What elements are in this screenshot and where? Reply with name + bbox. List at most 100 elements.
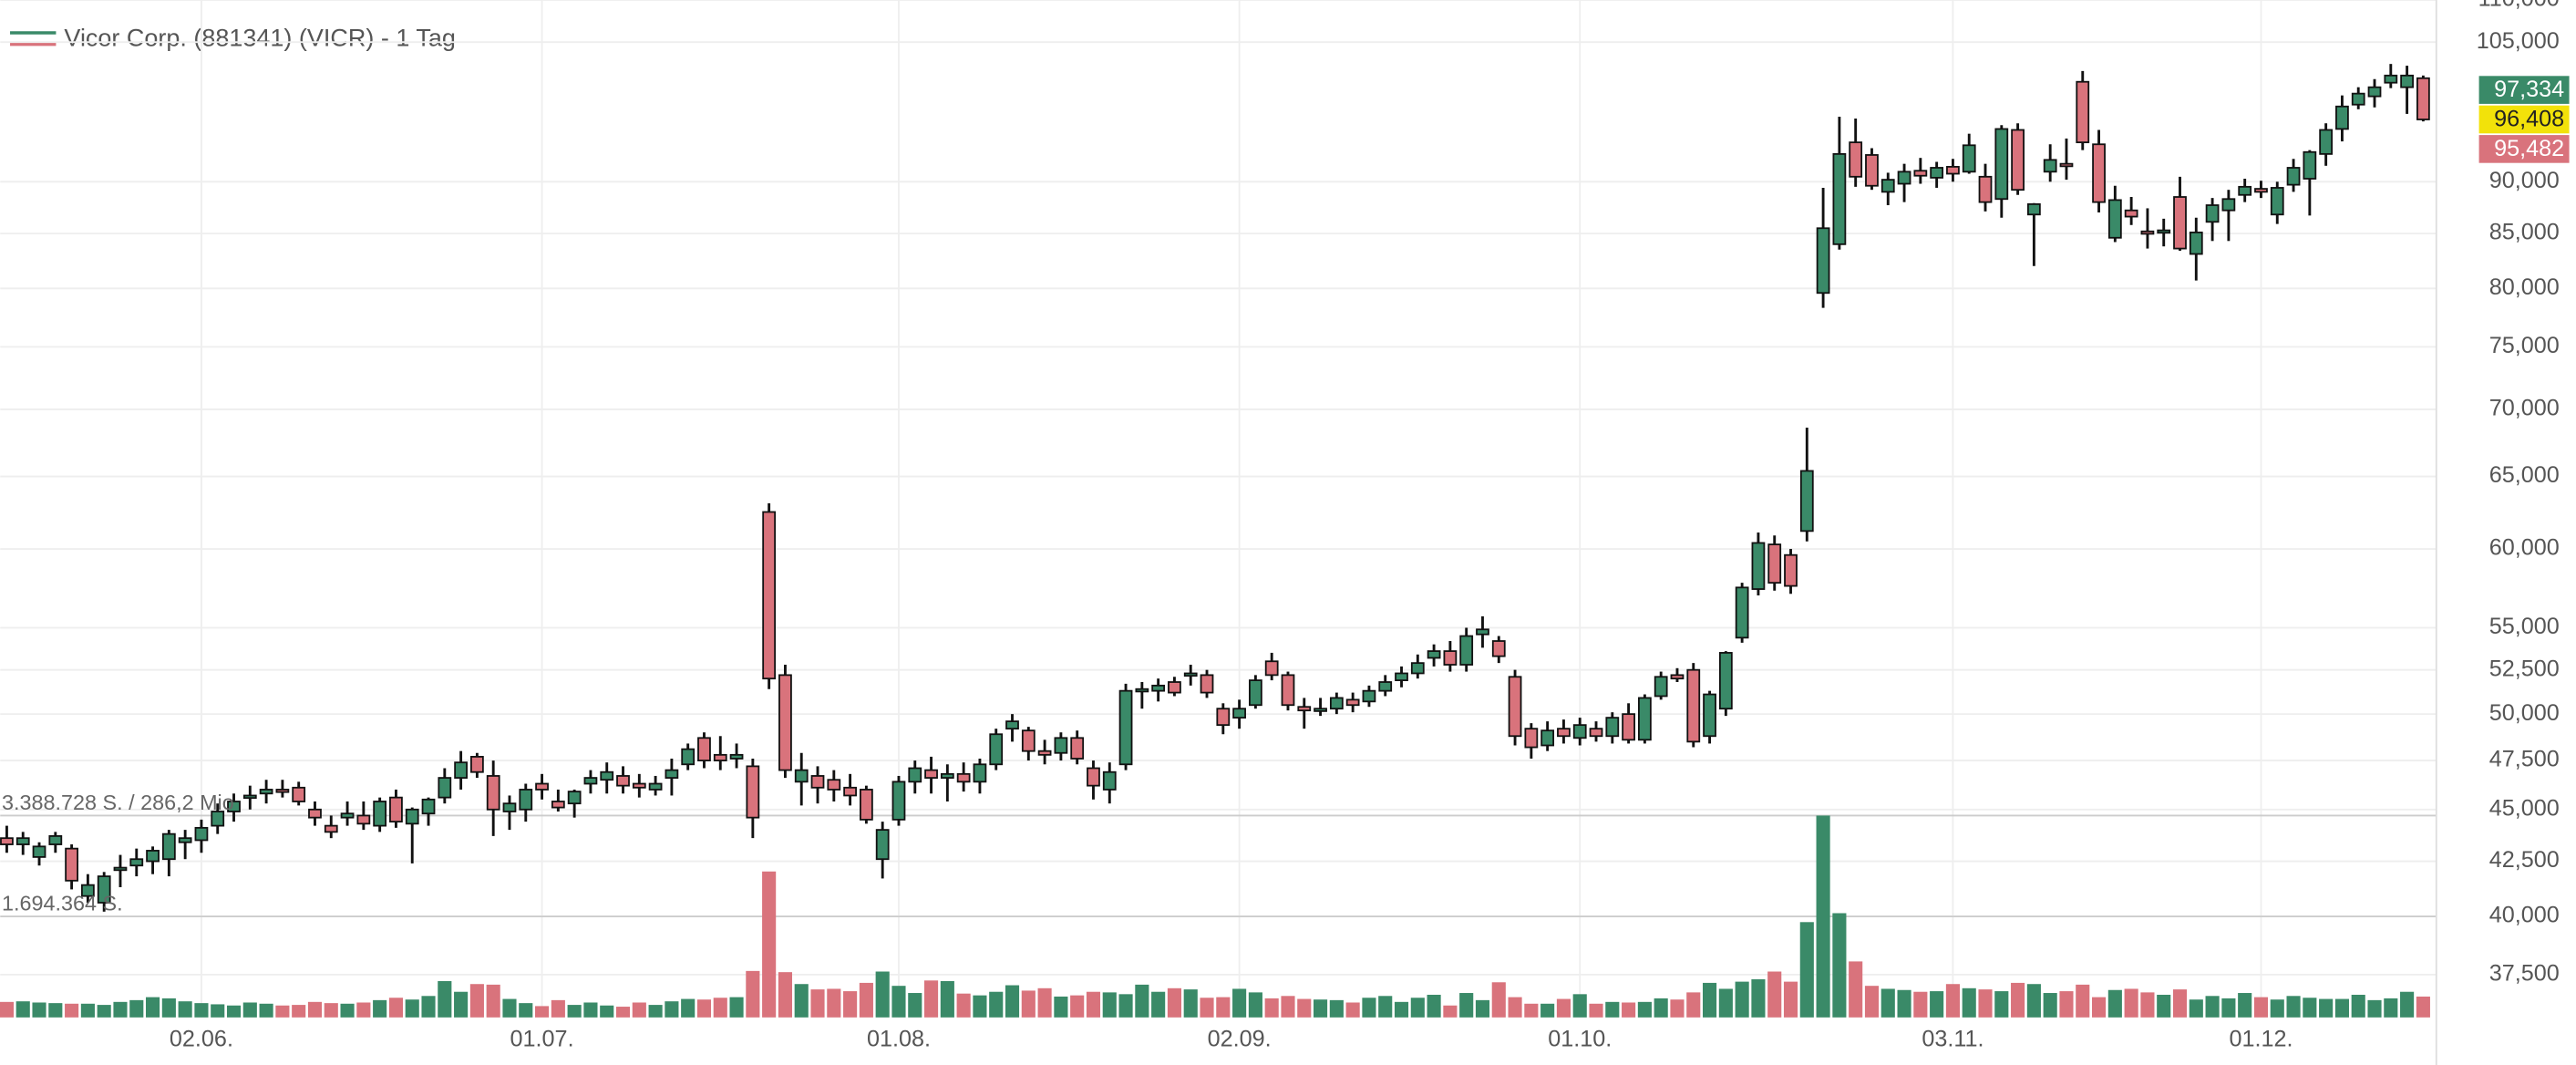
candle-body [0, 837, 14, 845]
candle-body [161, 832, 176, 861]
volume-bar [2157, 994, 2171, 1018]
candle-body [292, 786, 306, 802]
volume-bar [2351, 994, 2365, 1018]
volume-bar [762, 871, 777, 1018]
volume-bar [1994, 991, 2009, 1018]
volume-bar [1183, 989, 1198, 1018]
volume-bar [292, 1005, 306, 1018]
candle-body [32, 845, 46, 858]
candle-body [665, 769, 679, 779]
candle-body [1946, 165, 1960, 175]
candle-body [1216, 708, 1231, 727]
candle-body [989, 733, 1004, 766]
volume-bar [1232, 988, 1247, 1018]
candle-body [1329, 697, 1344, 710]
x-tick-label: 01.08. [867, 1027, 931, 1052]
volume-bar [2076, 984, 2090, 1018]
candle-body [2270, 187, 2284, 216]
volume-bar [2400, 991, 2415, 1018]
candle-body [2286, 167, 2301, 186]
candle-body [1362, 689, 1376, 703]
candle-body [924, 769, 938, 779]
candle-body [324, 824, 338, 833]
volume-bar [810, 989, 825, 1018]
candle-body [211, 811, 225, 827]
candle-body [2011, 129, 2025, 191]
volume-bar [469, 984, 484, 1018]
volume-bar [583, 1002, 598, 1018]
candle-body [275, 789, 290, 793]
volume-bar [1297, 998, 1312, 1018]
volume-bar [1200, 998, 1214, 1018]
volume-bar [356, 1002, 371, 1018]
candle-body [746, 765, 760, 819]
candle-body [81, 884, 95, 897]
candle-body [1443, 650, 1458, 666]
candle-body [1994, 128, 2009, 201]
candle-body [146, 850, 160, 863]
volume-bar [129, 999, 144, 1018]
candle-body [1962, 144, 1976, 173]
price-label: 96,408 [2494, 107, 2564, 132]
candle-body [1378, 681, 1393, 692]
y-tick-label: 50,000 [2489, 700, 2560, 726]
volume-bar [1102, 992, 1117, 1018]
volume-bar [615, 1007, 631, 1018]
candle-body [1410, 662, 1425, 675]
candle-body [15, 837, 30, 845]
volume-bar [665, 1001, 679, 1018]
candle-body [1703, 693, 1716, 738]
candle-body [1200, 674, 1214, 694]
y-tick-label: 105,000 [2477, 28, 2560, 54]
volume-bar [1605, 1001, 1620, 1018]
volume-bar [1216, 997, 1231, 1018]
candle-body [259, 789, 273, 795]
volume-tick-label: 3.388.728 S. / 286,2 Mio [2, 791, 234, 814]
candle-body [2367, 86, 2382, 98]
price-label: 95,482 [2494, 136, 2564, 161]
candle-body [1540, 729, 1555, 747]
volume-bar [1718, 988, 1733, 1018]
candle-body [2027, 202, 2041, 216]
candle-body [1978, 175, 1993, 203]
volume-bar [600, 1005, 614, 1018]
volume-bar [1054, 996, 1068, 1018]
candle-body [1784, 553, 1798, 587]
volume-bar [859, 982, 873, 1018]
volume-bar [1978, 989, 1993, 1018]
y-tick-label: 47,500 [2489, 747, 2560, 772]
volume-bar [729, 997, 744, 1018]
x-tick-label: 01.12. [2229, 1027, 2293, 1052]
candle-body [1183, 672, 1198, 677]
y-tick-label: 110,000 [2478, 0, 2560, 12]
candle-body [48, 835, 63, 845]
volume-bar [1897, 989, 1911, 1018]
volume-bar [211, 1004, 225, 1018]
candle-body [2140, 230, 2155, 235]
volume-bar [438, 980, 452, 1018]
candles [0, 64, 2430, 912]
volume-bar [924, 980, 939, 1018]
candle-body [1670, 674, 1685, 680]
candle-body [616, 775, 630, 787]
candle-body [908, 767, 922, 783]
volume-bar [275, 1005, 290, 1018]
volume-bar [65, 1003, 79, 1018]
candle-body [2076, 80, 2090, 144]
candle-body [1054, 737, 1068, 754]
volume-bar [973, 995, 987, 1018]
volume-bar [1443, 1005, 1458, 1018]
legend: Vicor Corp. (881341) (VICR) - 1 Tag [10, 24, 456, 51]
volume-bar [1491, 982, 1506, 1018]
volume-bar [551, 999, 565, 1018]
candle-body [2189, 232, 2203, 255]
grid [0, 0, 2437, 1065]
x-tick-label: 02.06. [170, 1027, 233, 1052]
volume-bar [1459, 993, 1474, 1018]
volume-bar [421, 996, 436, 1018]
volume-bar [535, 1006, 550, 1018]
candle-body [470, 756, 484, 773]
candle-body [1395, 672, 1408, 681]
y-tick-label: 40,000 [2489, 902, 2560, 927]
candle-body [697, 737, 711, 761]
